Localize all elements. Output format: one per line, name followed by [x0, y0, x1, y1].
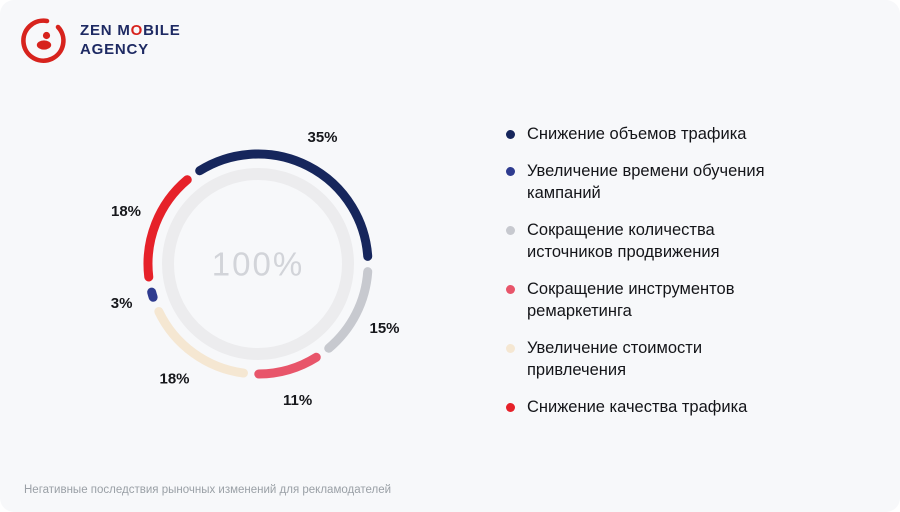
legend-item: Снижение объемов трафика — [506, 124, 836, 145]
legend-label: Сокращение инструментов ремаркетинга — [527, 280, 735, 320]
legend-item: Увеличение времени обучения кампаний — [506, 161, 836, 204]
legend-label: Увеличение времени обучения кампаний — [527, 162, 765, 202]
donut-segment — [324, 267, 373, 353]
donut-segment — [143, 175, 192, 282]
legend-bullet — [506, 167, 515, 177]
logo-text: ZEN MOBILE AGENCY — [80, 21, 181, 59]
legend-label: Увеличение стоимости привлечения — [527, 339, 703, 379]
legend-item: Снижение качества трафика — [506, 397, 836, 418]
donut-segment — [195, 149, 373, 261]
legend-item: Сокращение количества источников продвиж… — [506, 220, 836, 263]
center-label: 100% — [212, 246, 304, 283]
segment-percent-label: 18% — [159, 370, 189, 387]
legend-label: Снижение качества трафика — [527, 397, 748, 416]
legend-bullet — [506, 226, 515, 236]
content-row: 100% 35% 15% 11% 18% 3% 18% Снижение объемов … — [0, 64, 900, 429]
legend-bullet — [506, 130, 515, 139]
legend-label: Снижение объемов трафика — [527, 125, 747, 143]
logo: ZEN MOBILE AGENCY — [0, 0, 900, 64]
segment-percent-label: 11% — [283, 392, 312, 409]
legend-item: Увеличение стоимости привлечения — [506, 338, 836, 381]
legend-label: Сокращение количества источников продвиж… — [527, 221, 720, 261]
inner-ring — [162, 168, 354, 360]
donut-segment — [147, 287, 158, 302]
donut-chart: 100% 35% 15% 11% 18% 3% 18% — [111, 129, 400, 409]
segment-percent-label: 18% — [111, 203, 141, 220]
segment-percent-label: 3% — [111, 295, 133, 312]
legend-bullet — [506, 402, 515, 412]
legend-item: Сокращение инструментов ремаркетинга — [506, 279, 836, 322]
caption: Негативные последствия рыночных изменени… — [24, 484, 392, 496]
donut-segment — [154, 307, 248, 378]
segment-percent-label: 15% — [369, 320, 399, 337]
logo-line2: AGENCY — [80, 41, 149, 58]
zen-enso-icon — [21, 18, 66, 63]
legend-bullet — [506, 344, 515, 354]
segment-percent-label: 35% — [307, 129, 337, 146]
legend: Снижение объемов трафика Увеличение време… — [506, 124, 836, 418]
logo-line1: ZEN MOBILE — [80, 22, 181, 39]
legend-bullet — [506, 285, 515, 295]
chart-area: 100% 35% 15% 11% 18% 3% 18% — [88, 104, 428, 429]
donut-segment — [254, 352, 321, 379]
logo-red-o: O — [130, 22, 144, 39]
